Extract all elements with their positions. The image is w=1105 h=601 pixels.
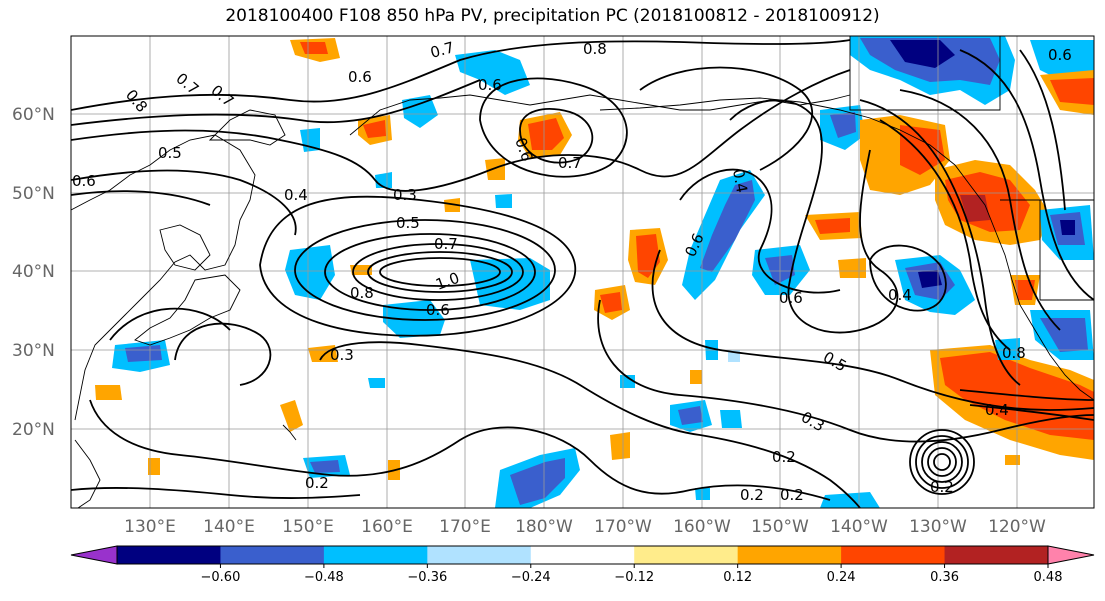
lon-label: 130°E [124, 517, 176, 537]
map-title: 2018100400 F108 850 hPa PV, precipitatio… [225, 6, 880, 26]
lon-label: 170°W [594, 517, 652, 537]
contour-label: 0.4 [729, 168, 751, 195]
lon-label: 180°W [515, 517, 573, 537]
contour-label: 0.8 [1002, 344, 1026, 362]
contour-label: 0.8 [583, 40, 607, 58]
contour-label: 0.4 [888, 286, 912, 304]
colorbar-tick-label: 0.36 [930, 570, 959, 585]
colorbar-tick-label: −0.12 [614, 570, 654, 585]
contour-label: 0.5 [396, 214, 420, 232]
lon-label: 130°W [909, 517, 967, 537]
contour-label: 0.4 [985, 401, 1009, 419]
colorbar-tick-label: −0.24 [511, 570, 551, 585]
lon-label: 140°W [830, 517, 888, 537]
contour-label: 0.2 [780, 486, 804, 504]
colorbar-tick-label: 0.24 [827, 570, 856, 585]
contour-label: 0.7 [428, 38, 456, 62]
colorbar-segment [634, 546, 739, 564]
colorbar-tick-label: 0.48 [1034, 570, 1063, 585]
pv-contours [71, 39, 1094, 508]
contour-label: 0.7 [558, 154, 582, 172]
colorbar-segment [841, 546, 946, 564]
contour-label: 0.3 [330, 346, 354, 364]
lon-label: 150°W [751, 517, 809, 537]
colorbar-segment [117, 546, 221, 564]
contour-label: 0.3 [393, 186, 417, 204]
contour-label: 0.4 [284, 186, 308, 204]
lon-label: 150°E [282, 517, 334, 537]
colorbar-tick-label: −0.60 [201, 570, 241, 585]
lat-label-40n: 40°N [12, 262, 55, 282]
contour-label: 0.2 [772, 448, 796, 466]
lat-label-20n: 20°N [12, 420, 55, 440]
lon-label: 120°W [988, 517, 1046, 537]
contour-label: 0.7 [434, 235, 458, 253]
lon-label: 170°E [439, 517, 491, 537]
contour-label: 0.6 [478, 76, 502, 94]
contour-label: 0.5 [158, 144, 182, 162]
lon-label: 140°E [203, 517, 255, 537]
contour-label: 0.6 [1048, 46, 1072, 64]
colorbar-extend-low [70, 545, 118, 565]
colorbar-segment [530, 546, 635, 564]
colorbar-extend-high [1047, 545, 1095, 565]
lat-label-30n: 30°N [12, 341, 55, 361]
contour-label: 0.2 [930, 478, 954, 496]
contour-label: 0.6 [426, 301, 450, 319]
colorbar-border [116, 545, 1049, 565]
colorbar-segment [220, 546, 325, 564]
latitude-axis: 60°N 50°N 40°N 30°N 20°N [12, 105, 55, 440]
colorbar-segment [427, 546, 532, 564]
colorbar-tick-label: 0.12 [723, 570, 752, 585]
contour-label: 0.8 [350, 284, 374, 302]
colorbar: −0.60 −0.48 −0.36 −0.24 −0.12 0.12 0.24 0.36 0.4… [70, 545, 1095, 585]
lon-label: 160°E [361, 517, 413, 537]
contour-label: 0.6 [72, 172, 96, 190]
colorbar-tick-label: −0.48 [304, 570, 344, 585]
contour-label: 0.2 [740, 486, 764, 504]
longitude-axis: 130°E 140°E 150°E 160°E 170°E 180°W 170°… [124, 517, 1046, 537]
lon-label: 160°W [673, 517, 731, 537]
contour-label: 0.6 [779, 289, 803, 307]
colorbar-segment [323, 546, 428, 564]
lat-label-60n: 60°N [12, 105, 55, 125]
colorbar-segment [737, 546, 842, 564]
contour-label: 0.2 [305, 474, 329, 492]
plot-frame [70, 35, 1095, 509]
contour-label: 0.6 [348, 68, 372, 86]
lat-label-50n: 50°N [12, 184, 55, 204]
colorbar-segment [944, 546, 1049, 564]
colorbar-tick-label: −0.36 [407, 570, 447, 585]
